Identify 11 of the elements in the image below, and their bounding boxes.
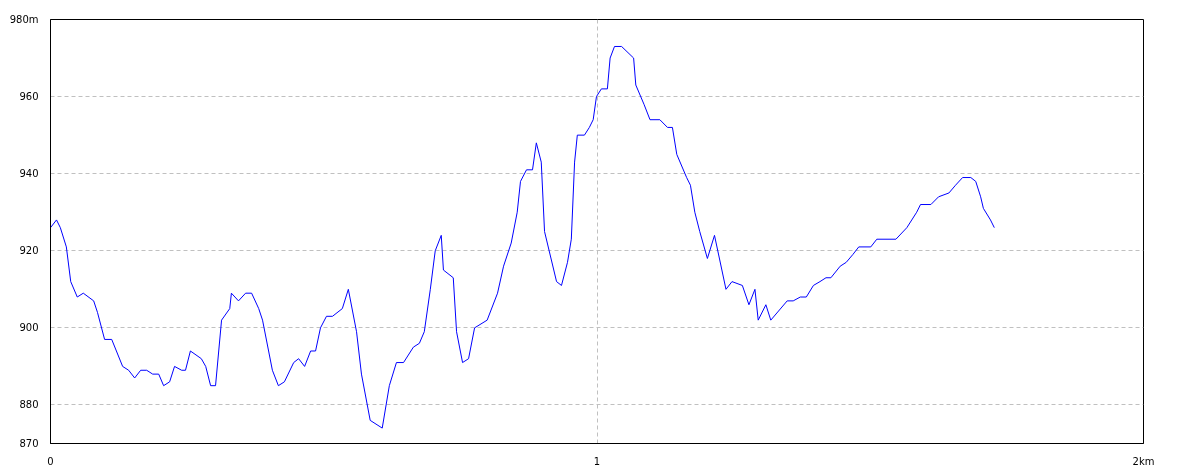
y-tick-label: 880 (19, 399, 39, 411)
x-tick-label: 0 (47, 455, 54, 467)
x-tick-label: 1 (593, 455, 601, 467)
y-tick-label: 900 (19, 322, 39, 334)
y-tick-label: 920 (19, 245, 39, 257)
y-tick-label: 870 (19, 438, 39, 449)
line-series (50, 45, 995, 429)
x-tick-label: 2km (1132, 455, 1155, 467)
y-tick-label: 980m (9, 14, 39, 25)
y-tick-label: 940 (19, 168, 39, 180)
y-tick-label: 960 (19, 91, 39, 103)
